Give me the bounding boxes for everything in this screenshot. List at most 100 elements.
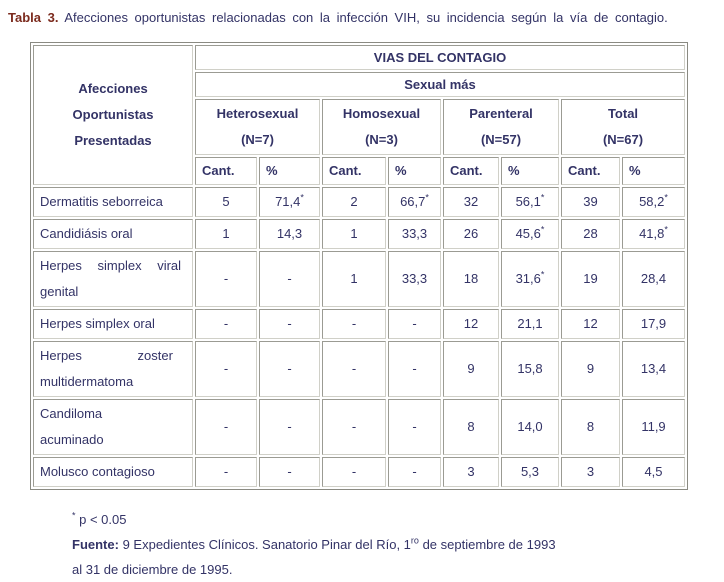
cell-value: 1 (322, 219, 386, 249)
cell-value: 17,9 (622, 309, 685, 339)
row-label: Candiloma acuminado (33, 399, 193, 455)
row-label-line: Herpes zoster (40, 348, 173, 363)
table-caption: Tabla 3. Afecciones oportunistas relacio… (8, 9, 716, 26)
header-pct: % (501, 157, 559, 185)
cell-value: 33,3 (388, 219, 441, 249)
cell-value: 14,3 (259, 219, 320, 249)
table-row: Herpes simplex viral genital - - 1 33,3 … (33, 251, 685, 307)
cell-value: 71,4* (259, 187, 320, 217)
cell-value: - (259, 341, 320, 397)
cell-value: 15,8 (501, 341, 559, 397)
table-row: Herpes zoster multidermatoma - - - - 9 1… (33, 341, 685, 397)
group-name: Parenteral (469, 106, 533, 121)
stub-line: Presentadas (74, 133, 152, 148)
cell-value: 8 (561, 399, 620, 455)
cell-value: - (259, 399, 320, 455)
stub-line: Afecciones (78, 81, 148, 96)
table-row: Dermatitis seborreica 5 71,4* 2 66,7* 32… (33, 187, 685, 217)
header-cant: Cant. (322, 157, 386, 185)
significance-star: * (540, 269, 545, 280)
cell-value: - (322, 341, 386, 397)
document-page: Tabla 3. Afecciones oportunistas relacio… (0, 9, 724, 582)
cell-value: 11,9 (622, 399, 685, 455)
source-text-part1: 9 Expedientes Clínicos. Sanatorio Pinar … (122, 537, 411, 552)
row-label: Candidiásis oral (33, 219, 193, 249)
cell-value: 1 (322, 251, 386, 307)
table-row: Candidiásis oral 1 14,3 1 33,3 26 45,6* … (33, 219, 685, 249)
header-pct: % (388, 157, 441, 185)
cell-value: 19 (561, 251, 620, 307)
significance-star: * (425, 192, 429, 203)
cell-value: - (388, 457, 441, 487)
header-group-total: Total (N=67) (561, 99, 685, 155)
cell-value: 9 (561, 341, 620, 397)
cell-value: 2 (322, 187, 386, 217)
cell-value: 39 (561, 187, 620, 217)
cell-value: 3 (561, 457, 620, 487)
table-row: Candiloma acuminado - - - - 8 14,0 8 11,… (33, 399, 685, 455)
footnotes: * p < 0.05 Fuente: 9 Expedientes Clínico… (72, 507, 680, 582)
header-vias-del-contagio: VIAS DEL CONTAGIO (195, 45, 685, 70)
cell-value: - (322, 457, 386, 487)
cell-value: - (259, 309, 320, 339)
cell-value: 9 (443, 341, 499, 397)
group-n: (N=7) (241, 132, 274, 147)
group-name: Homosexual (342, 106, 421, 121)
significance-star: * (300, 192, 304, 203)
cell-value: 5,3 (501, 457, 559, 487)
cell-value: 12 (443, 309, 499, 339)
group-n: (N=3) (365, 132, 398, 147)
row-label: Herpes simplex oral (33, 309, 193, 339)
significance-note: * p < 0.05 (72, 507, 680, 532)
cell-value: 56,1* (501, 187, 559, 217)
significance-star: * (72, 510, 76, 521)
cell-value: 21,1 (501, 309, 559, 339)
row-label: Molusco contagioso (33, 457, 193, 487)
cell-value: 18 (443, 251, 499, 307)
source-text-part2: de septiembre de 1993 (422, 537, 556, 552)
row-label-line: genital (40, 284, 79, 299)
row-label: Dermatitis seborreica (33, 187, 193, 217)
cell-value: - (195, 309, 257, 339)
table-caption-label: Tabla 3. (8, 10, 59, 25)
ordinal-sup: ro (410, 535, 419, 546)
header-group-heterosexual: Heterosexual (N=7) (195, 99, 320, 155)
source-note-line1: Fuente: 9 Expedientes Clínicos. Sanatori… (72, 532, 680, 557)
cell-value: 12 (561, 309, 620, 339)
significance-star: * (540, 224, 545, 235)
significance-star: * (664, 224, 668, 235)
cell-value: 45,6* (501, 219, 559, 249)
cell-value: 28,4 (622, 251, 685, 307)
row-label-line: Candiloma (40, 406, 103, 421)
cell-value: 33,3 (388, 251, 441, 307)
header-row-sexual: Sexual más (33, 72, 685, 97)
table-caption-text: Afecciones oportunistas relacionadas con… (64, 10, 668, 25)
header-cant: Cant. (195, 157, 257, 185)
row-label-line: multidermatoma (40, 374, 134, 389)
significance-text: p < 0.05 (79, 512, 127, 527)
group-n: (N=67) (602, 132, 644, 147)
table-row: Molusco contagioso - - - - 3 5,3 3 4,5 (33, 457, 685, 487)
significance-star: * (540, 192, 545, 203)
source-label: Fuente: (72, 537, 119, 552)
cell-value: 26 (443, 219, 499, 249)
row-label: Herpes simplex viral genital (33, 251, 193, 307)
source-note-line2: al 31 de diciembre de 1995. (72, 562, 233, 577)
group-n: (N=57) (480, 132, 522, 147)
cell-value: 8 (443, 399, 499, 455)
cell-value: 5 (195, 187, 257, 217)
cell-value: 31,6* (501, 251, 559, 307)
header-group-parenteral: Parenteral (N=57) (443, 99, 559, 155)
cell-value: 13,4 (622, 341, 685, 397)
stub-line: Oportunistas (72, 107, 154, 122)
header-cant: Cant. (561, 157, 620, 185)
header-pct: % (259, 157, 320, 185)
header-sexual-mas: Sexual más (195, 72, 685, 97)
cell-value: - (195, 341, 257, 397)
row-label: Herpes zoster multidermatoma (33, 341, 193, 397)
cell-value: - (388, 399, 441, 455)
cell-value: 28 (561, 219, 620, 249)
cell-value: - (322, 399, 386, 455)
cell-value: - (195, 399, 257, 455)
group-name: Total (607, 106, 639, 121)
